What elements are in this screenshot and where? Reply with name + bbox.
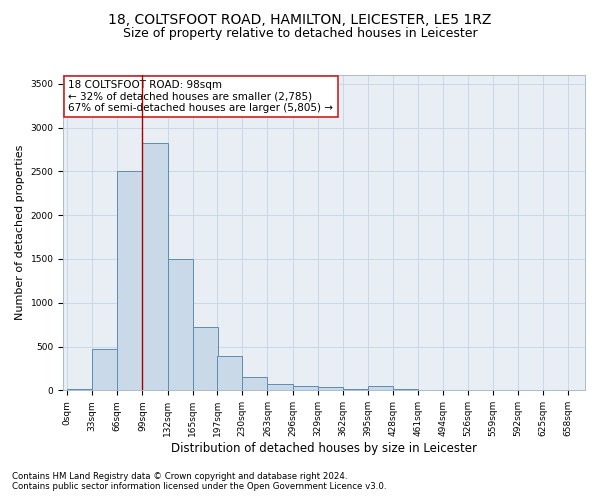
Bar: [67, 388, 92, 390]
Bar: [242, 377, 268, 390]
Bar: [193, 328, 218, 390]
Bar: [92, 349, 118, 391]
X-axis label: Distribution of detached houses by size in Leicester: Distribution of detached houses by size …: [171, 442, 477, 455]
Y-axis label: Number of detached properties: Number of detached properties: [15, 145, 25, 320]
Bar: [167, 259, 193, 390]
Text: Contains public sector information licensed under the Open Government Licence v3: Contains public sector information licen…: [12, 482, 386, 491]
Bar: [317, 388, 343, 390]
Bar: [217, 356, 242, 390]
Bar: [118, 172, 142, 390]
Text: 18 COLTSFOOT ROAD: 98sqm
← 32% of detached houses are smaller (2,785)
67% of sem: 18 COLTSFOOT ROAD: 98sqm ← 32% of detach…: [68, 80, 334, 113]
Bar: [368, 386, 393, 390]
Bar: [142, 144, 167, 390]
Bar: [268, 384, 293, 390]
Text: Contains HM Land Registry data © Crown copyright and database right 2024.: Contains HM Land Registry data © Crown c…: [12, 472, 347, 481]
Bar: [293, 386, 317, 390]
Text: 18, COLTSFOOT ROAD, HAMILTON, LEICESTER, LE5 1RZ: 18, COLTSFOOT ROAD, HAMILTON, LEICESTER,…: [109, 12, 491, 26]
Text: Size of property relative to detached houses in Leicester: Size of property relative to detached ho…: [122, 28, 478, 40]
